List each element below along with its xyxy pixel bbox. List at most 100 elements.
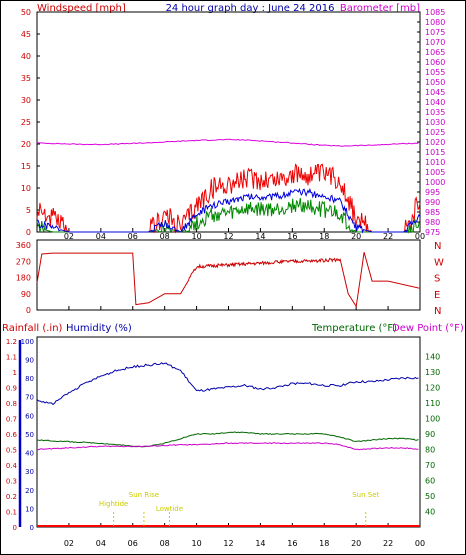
x-tick-label: 14 xyxy=(255,232,265,241)
baro-axis-label: 1085 xyxy=(425,8,445,17)
compass-label: E xyxy=(434,290,440,301)
baro-axis-label: 1065 xyxy=(425,48,445,57)
x-tick-label: 12 xyxy=(223,232,233,241)
dewpoint-line xyxy=(37,442,419,451)
wind-axis-label: 45 xyxy=(21,30,31,39)
temp-axis-label: 140 xyxy=(425,352,440,361)
windspeed-title: Windspeed [mph] xyxy=(37,3,126,14)
wind-axis-label: 35 xyxy=(21,74,31,83)
humidity-axis-label: 100 xyxy=(21,338,34,346)
direction-axis-label: 180 xyxy=(16,274,31,283)
event-label: Lowtide xyxy=(156,505,183,513)
x-tick-label: 00 xyxy=(415,232,425,241)
event-label: Sun Set xyxy=(352,491,379,499)
humidity-line xyxy=(36,362,419,406)
baro-axis-label: 975 xyxy=(425,228,440,237)
baro-axis-label: 1050 xyxy=(425,78,445,87)
compass-label: N xyxy=(434,306,441,317)
x-tick-label: 08 xyxy=(160,232,170,241)
wind-axis-label: 50 xyxy=(21,8,31,17)
dewpoint-title: Dew Point (°F) xyxy=(392,323,464,334)
temp-axis-label: 100 xyxy=(425,414,440,423)
wind-axis-label: 10 xyxy=(21,184,31,193)
x-tick-label: 00 xyxy=(415,539,425,548)
baro-axis-label: 1005 xyxy=(425,168,445,177)
graph-title: 24 hour graph day : June 24 2016 xyxy=(166,3,335,14)
compass-label: N xyxy=(434,241,441,252)
wind-axis-label: 30 xyxy=(21,96,31,105)
baro-axis-label: 1025 xyxy=(425,128,445,137)
barometer-title: Barometer [mb] xyxy=(340,3,420,14)
x-tick-label: 18 xyxy=(319,539,329,548)
rain-axis-label: 0.5 xyxy=(6,446,17,454)
rain-axis-label: 1.2 xyxy=(6,338,17,346)
baro-axis-label: 1020 xyxy=(425,138,445,147)
humidity-axis-label: 30 xyxy=(25,468,34,476)
direction-axis-label: 0 xyxy=(26,306,31,315)
humidity-axis-label: 20 xyxy=(25,487,34,495)
x-tick-label: 10 xyxy=(191,539,201,548)
event-label: Hightide xyxy=(99,500,129,508)
wind-direction-line xyxy=(36,252,420,308)
direction-axis-label: 270 xyxy=(16,257,31,266)
rain-axis-label: 1.1 xyxy=(6,353,17,361)
baro-axis-label: 1080 xyxy=(425,18,445,27)
compass-label: S xyxy=(434,274,440,285)
baro-axis-label: 995 xyxy=(425,188,440,197)
baro-axis-label: 1010 xyxy=(425,158,445,167)
baro-axis-label: 980 xyxy=(425,218,440,227)
temp-axis-label: 110 xyxy=(425,399,440,408)
x-tick-label: 08 xyxy=(160,539,170,548)
direction-axis-label: 360 xyxy=(16,241,31,250)
humidity-axis-label: 40 xyxy=(25,450,34,458)
baro-axis-label: 990 xyxy=(425,198,440,207)
event-label: Sun Rise xyxy=(129,491,159,499)
humidity-axis-label: 50 xyxy=(25,431,34,439)
baro-axis-label: 1030 xyxy=(425,118,445,127)
rain-humidity-temp-panel: 0 0.1 0.2 0.3 0.4 0.5 0.6 0.7 0.8 0.9 1 1.1 1.2 0 10 20… xyxy=(6,336,440,548)
direction-axis-label: 90 xyxy=(21,290,31,299)
x-tick-label: 22 xyxy=(383,232,393,241)
x-tick-label: 22 xyxy=(383,539,393,548)
barometer-line xyxy=(36,138,419,147)
x-tick-label: 20 xyxy=(351,232,361,241)
temp-axis-label: 50 xyxy=(425,492,435,501)
temp-axis-label: 80 xyxy=(425,445,435,454)
rainfall-title: Rainfall (.in) xyxy=(2,323,63,334)
temperature-line xyxy=(36,431,419,448)
wind-avg-line xyxy=(36,187,421,234)
baro-axis-label: 1000 xyxy=(425,178,445,187)
x-tick-label: 18 xyxy=(319,232,329,241)
temp-axis-label: 40 xyxy=(425,507,435,516)
x-tick-label: 06 xyxy=(128,539,138,548)
wind-axis-label: 20 xyxy=(21,140,31,149)
baro-axis-label: 1070 xyxy=(425,38,445,47)
x-tick-label: 04 xyxy=(96,232,106,241)
x-tick-label: 02 xyxy=(64,232,74,241)
wind-axis-label: 5 xyxy=(26,206,31,215)
rain-axis-label: 1 xyxy=(13,369,17,377)
x-tick-label: 16 xyxy=(287,539,297,548)
humidity-axis-label: 10 xyxy=(25,505,34,513)
temperature-title: Temperature (°F) xyxy=(311,323,397,334)
temp-axis-label: 90 xyxy=(425,430,435,439)
baro-axis-label: 1075 xyxy=(425,28,445,37)
compass-label: W xyxy=(434,257,444,268)
baro-axis-label: 985 xyxy=(425,208,440,217)
baro-axis-label: 1015 xyxy=(425,148,445,157)
x-tick-label: 02 xyxy=(64,539,74,548)
temp-axis-label: 120 xyxy=(425,383,440,392)
wind-axis-label: 40 xyxy=(21,52,31,61)
wind-axis-label: 0 xyxy=(26,228,31,237)
wind-axis-label: 15 xyxy=(21,162,31,171)
x-tick-label: 14 xyxy=(255,539,265,548)
x-tick-label: 16 xyxy=(287,232,297,241)
rain-axis-label: 0.9 xyxy=(6,384,17,392)
wind-axis-label: 25 xyxy=(21,118,31,127)
temp-axis-label: 60 xyxy=(425,476,435,485)
rain-axis-label: 0.4 xyxy=(6,462,18,470)
x-tick-label: 06 xyxy=(128,232,138,241)
